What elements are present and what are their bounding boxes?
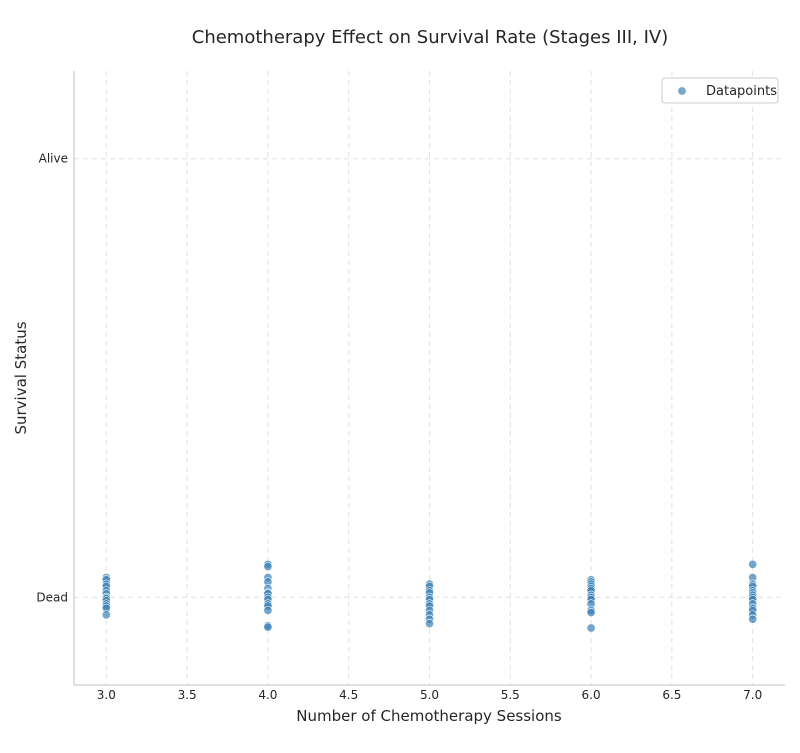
data-point bbox=[101, 610, 111, 620]
y-tick-label: Alive bbox=[39, 152, 68, 166]
data-point bbox=[263, 622, 273, 632]
axis-ticks: 3.0 3.5 4.0 4.5 5.0 5.5 6.0 6.5 7.0 Dead Alive bbox=[36, 152, 762, 702]
data-point bbox=[263, 562, 273, 572]
x-axis-label: Number of Chemotherapy Sessions bbox=[296, 707, 562, 725]
data-point bbox=[424, 619, 434, 629]
legend: Datapoints bbox=[661, 77, 779, 104]
y-tick-label: Dead bbox=[36, 590, 68, 604]
chart-title: Chemotherapy Effect on Survival Rate (St… bbox=[192, 27, 668, 48]
x-tick-label: 5.0 bbox=[420, 688, 439, 702]
data-point bbox=[586, 623, 596, 633]
x-tick-label: 6.0 bbox=[582, 688, 601, 702]
legend-marker bbox=[677, 86, 687, 96]
x-tick-label: 3.5 bbox=[178, 688, 197, 702]
x-tick-label: 6.5 bbox=[662, 688, 681, 702]
y-axis-label: Survival Status bbox=[12, 321, 30, 434]
x-tick-label: 4.0 bbox=[258, 688, 277, 702]
data-point bbox=[748, 614, 758, 624]
x-tick-label: 7.0 bbox=[743, 688, 762, 702]
data-point bbox=[586, 608, 596, 618]
legend-box bbox=[661, 77, 779, 104]
data-points bbox=[101, 559, 758, 633]
x-tick-label: 4.5 bbox=[339, 688, 358, 702]
x-tick-label: 3.0 bbox=[97, 688, 116, 702]
x-tick-label: 5.5 bbox=[501, 688, 520, 702]
legend-label: Datapoints bbox=[706, 84, 777, 99]
data-point bbox=[748, 559, 758, 569]
data-point bbox=[263, 605, 273, 615]
